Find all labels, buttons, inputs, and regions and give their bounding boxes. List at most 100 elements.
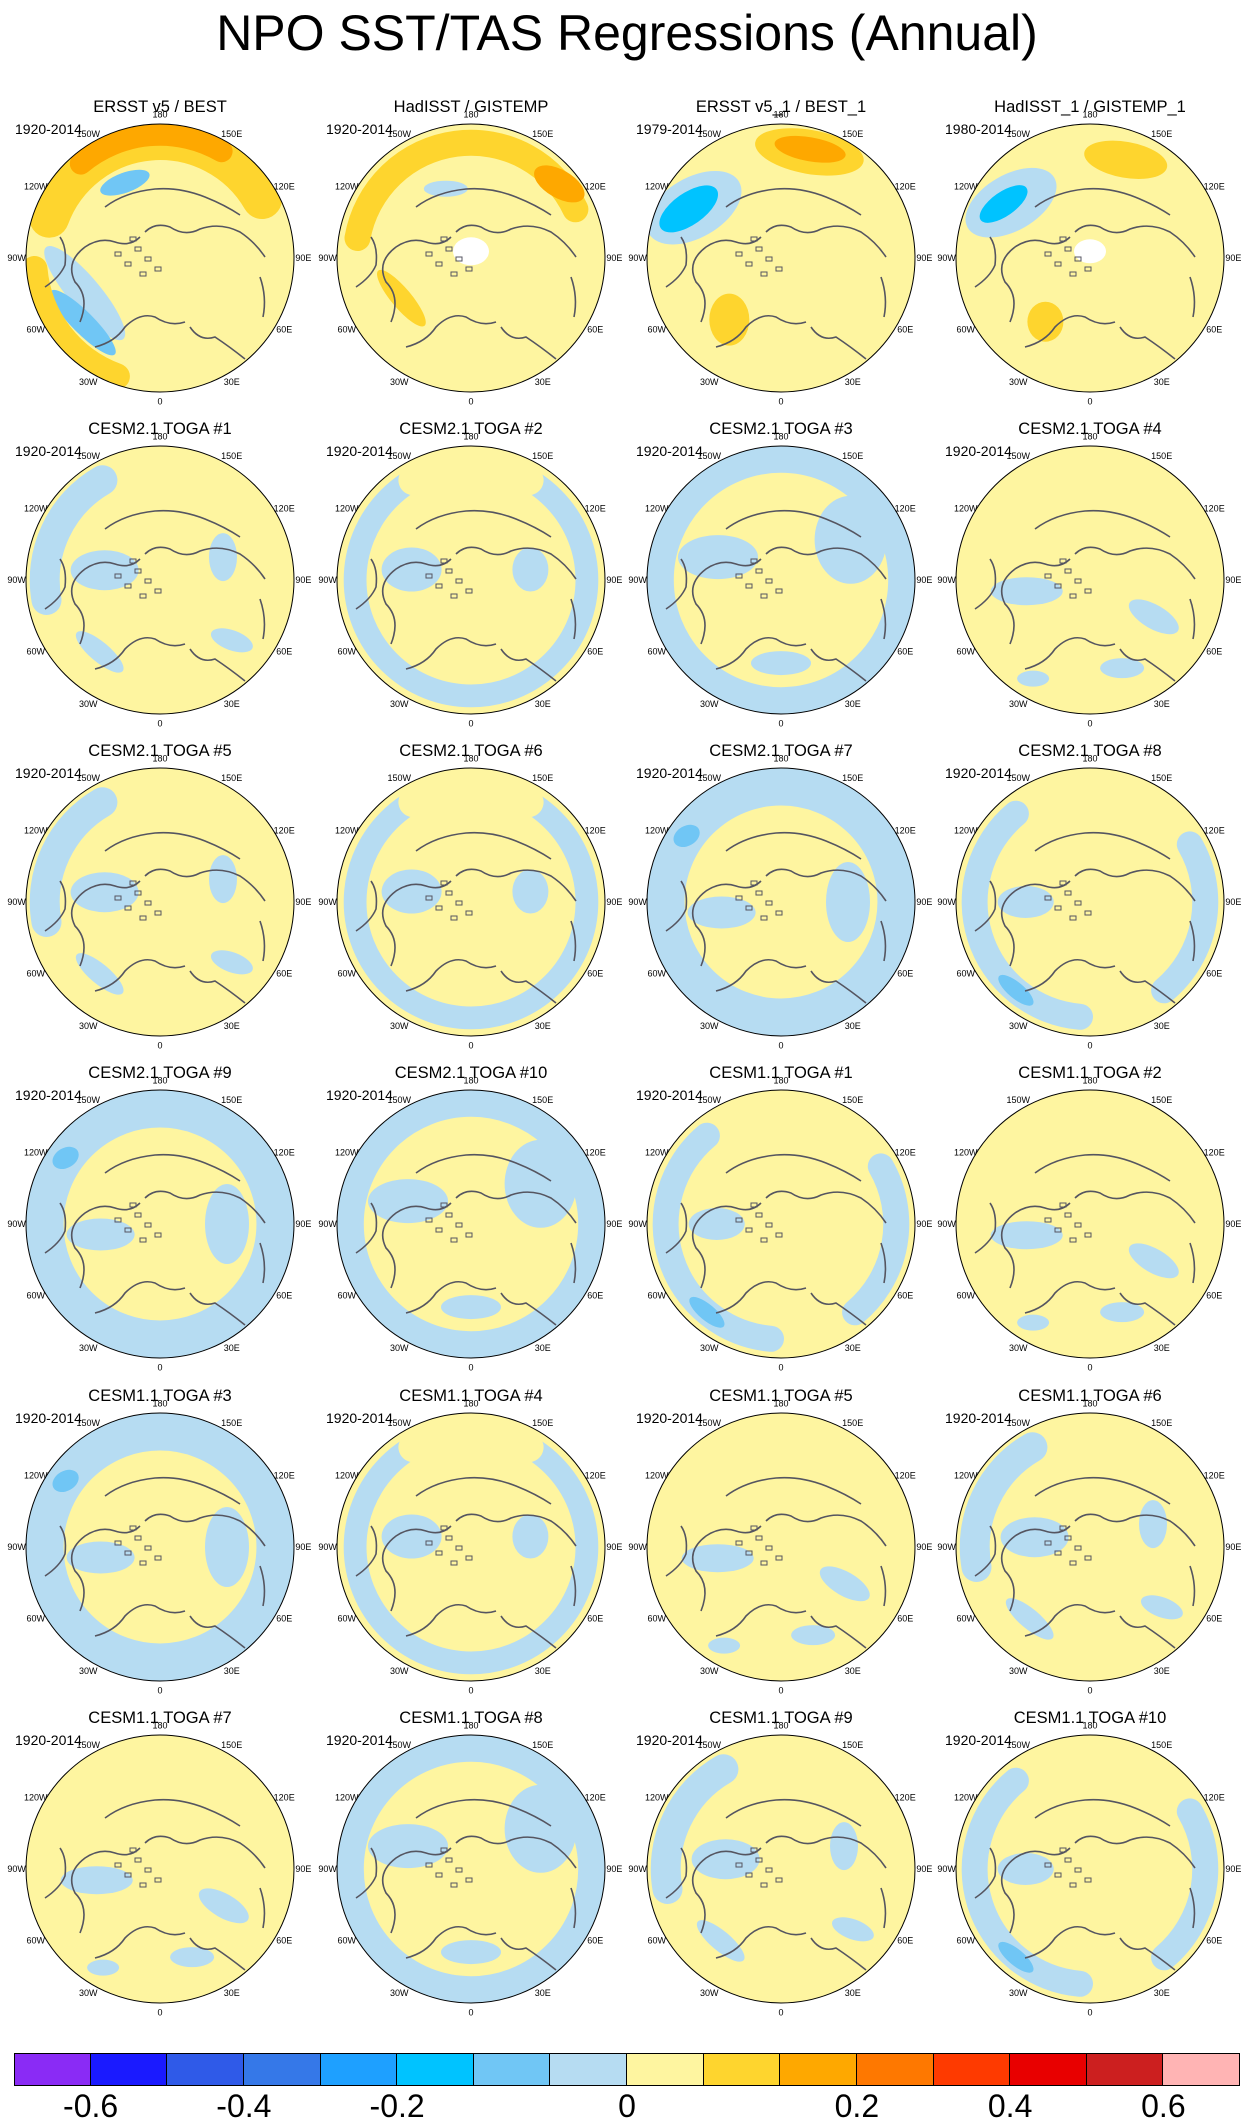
longitude-label: 150W xyxy=(698,1740,722,1750)
cool-core-atlantic xyxy=(998,1941,1034,1973)
panel-period: 1920-2014 xyxy=(15,1087,82,1103)
regression-field xyxy=(956,1090,1224,1358)
longitude-label: 150W xyxy=(77,773,101,783)
island-outline-0 xyxy=(445,568,453,574)
longitude-label: 30E xyxy=(1154,1988,1170,1998)
regression-field xyxy=(956,446,1224,714)
map-panel: 180 150W 150E 120W 120E 90W 90E 60W 60E 30W 30E 0 CE… xyxy=(935,1708,1245,2028)
longitude-label: 180 xyxy=(1082,432,1097,442)
island-outline-5 xyxy=(760,1237,768,1243)
map-panel: 180 150W 150E 120W 120E 90W 90E 60W 60E 30W 30E 0 CE… xyxy=(316,741,626,1061)
colorbar-swatch xyxy=(397,2053,474,2086)
longitude-label: 120W xyxy=(645,1470,669,1480)
coastline-1 xyxy=(765,224,887,258)
map-boundary-circle xyxy=(25,123,295,393)
longitude-label: 30W xyxy=(390,699,409,709)
island-outline-0 xyxy=(134,568,142,574)
colorbar-label: 0.2 xyxy=(834,2088,880,2124)
longitude-label: 120E xyxy=(1204,503,1225,513)
coastline-1 xyxy=(1074,1513,1196,1547)
island-outline-3 xyxy=(154,266,162,272)
island-outline-6 xyxy=(1059,1202,1067,1208)
longitude-label: 30W xyxy=(390,1343,409,1353)
cool-patch-atlantic xyxy=(441,1295,501,1320)
missing-data-pole xyxy=(1074,239,1106,264)
longitude-label: 90W xyxy=(7,1542,26,1552)
coastline-3 xyxy=(189,1937,246,1971)
panel-title: CESM1.1 TOGA #8 xyxy=(399,1709,543,1727)
island-outline-4 xyxy=(1044,251,1052,257)
coastline-2 xyxy=(405,1603,497,1637)
map-panel: 180 150W 150E 120W 120E 90W 90E 60W 60E 30W 30E 0 CE… xyxy=(5,741,315,1061)
longitude-label: 150W xyxy=(388,1418,412,1428)
longitude-label: 30E xyxy=(224,1988,240,1998)
coastline-5 xyxy=(355,880,378,932)
coastline-3 xyxy=(810,648,867,682)
cool-band-atlantic xyxy=(44,246,126,341)
coastline-2 xyxy=(1024,1925,1116,1959)
map-panel: 180 150W 150E 120W 120E 90W 90E 60W 60E 30W 30E 0 CE… xyxy=(935,1063,1245,1383)
polar-map: 180 150W 150E 120W 120E 90W 90E 60W 60E 30W 30E 0 xyxy=(7,1399,311,1696)
coastline-3 xyxy=(500,648,557,682)
longitude-label: 90E xyxy=(916,897,932,907)
island-outline-2 xyxy=(745,1872,753,1878)
field-background xyxy=(26,1090,294,1358)
longitude-label: 180 xyxy=(463,110,478,120)
panel-period: 1920-2014 xyxy=(636,1087,703,1103)
longitude-label: 180 xyxy=(463,1721,478,1731)
cool-band-western-hemisphere xyxy=(652,1122,784,1352)
island-outline-6 xyxy=(440,236,448,242)
warm-band-north-pacific xyxy=(1084,140,1168,179)
longitude-label: 90W xyxy=(7,897,26,907)
warm-gap-pacific xyxy=(398,771,544,818)
island-outline-0 xyxy=(755,1212,763,1218)
island-outline-4 xyxy=(735,573,743,579)
cool-patch-canada xyxy=(368,1179,448,1224)
panel-title: CESM2.1 TOGA #10 xyxy=(394,1064,548,1082)
map-boundary-circle xyxy=(25,1089,295,1359)
panel-title: CESM1.1 TOGA #9 xyxy=(709,1709,853,1727)
island-outline-2 xyxy=(124,1227,132,1233)
cool-band-canada xyxy=(990,577,1063,606)
field-background xyxy=(26,1735,294,2003)
coastline-5 xyxy=(974,1847,997,1899)
panel-period: 1920-2014 xyxy=(945,1732,1012,1748)
coastline-2 xyxy=(405,314,497,348)
longitude-label: 30W xyxy=(390,1021,409,1031)
cool-ring-outer xyxy=(26,1090,294,1358)
island-outline-3 xyxy=(154,910,162,916)
longitude-label: 150W xyxy=(388,773,412,783)
polar-map: 180 150W 150E 120W 120E 90W 90E 60W 60E 30W 30E 0 xyxy=(628,1076,932,1373)
regression-field xyxy=(956,124,1224,392)
coastline-4 xyxy=(1034,1153,1171,1182)
longitude-label: 150W xyxy=(388,451,412,461)
longitude-label: 120W xyxy=(645,825,669,835)
island-outline-6 xyxy=(1059,236,1067,242)
coastline-5 xyxy=(44,236,67,288)
island-outline-6 xyxy=(129,236,137,242)
longitude-label: 180 xyxy=(1082,1399,1097,1409)
island-outline-3 xyxy=(1084,266,1092,272)
longitude-label: 60E xyxy=(897,969,913,979)
coastline-3 xyxy=(500,326,557,360)
longitude-label: 120E xyxy=(585,1147,606,1157)
coastline-0 xyxy=(691,1525,762,1612)
coastline-2 xyxy=(715,1925,807,1959)
island-outline-1 xyxy=(765,900,773,906)
coastline-0 xyxy=(691,1202,762,1289)
coastline-1 xyxy=(765,546,887,580)
coastline-5 xyxy=(44,1202,67,1254)
cool-patch-siberia xyxy=(209,533,237,582)
cool-patch-europe xyxy=(831,1917,874,1942)
island-outline-5 xyxy=(1069,593,1077,599)
island-outline-3 xyxy=(775,1232,783,1238)
cool-patch-canada xyxy=(687,896,756,929)
longitude-label: 90W xyxy=(318,897,337,907)
cool-patch-siberia xyxy=(512,1514,549,1559)
longitude-label: 180 xyxy=(463,432,478,442)
polar-map: 180 150W 150E 120W 120E 90W 90E 60W 60E 30W 30E 0 xyxy=(318,1399,622,1696)
cool-band-canada xyxy=(990,1221,1063,1250)
longitude-label: 150E xyxy=(532,451,553,461)
coastline-2 xyxy=(94,1603,186,1637)
longitude-label: 180 xyxy=(463,1399,478,1409)
